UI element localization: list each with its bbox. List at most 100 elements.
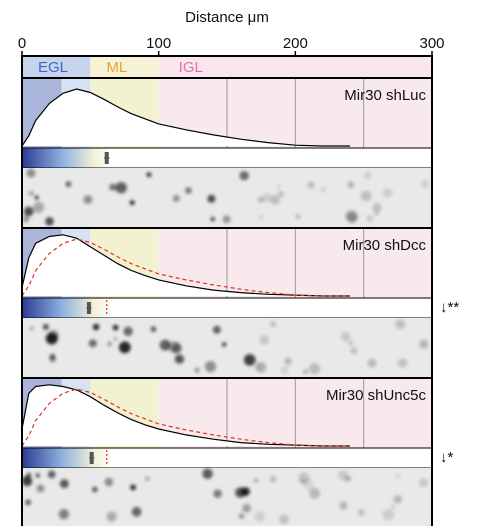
cell (202, 468, 213, 480)
cell (185, 187, 192, 194)
cell (243, 354, 256, 366)
cell (150, 326, 157, 332)
reference-curve (21, 388, 350, 447)
panel-label: Mir30 shUnc5c (326, 387, 427, 404)
cell (239, 170, 249, 181)
cell (145, 476, 150, 482)
cell (106, 511, 117, 522)
cell (258, 214, 264, 220)
cell (113, 336, 118, 341)
micrograph (22, 468, 432, 526)
layer-label: IGL (179, 59, 203, 76)
cell (373, 210, 379, 216)
micrograph (22, 318, 432, 378)
cell (48, 329, 59, 341)
cell (34, 195, 39, 200)
x-tick-label: 0 (18, 35, 26, 52)
layer-label: ML (106, 59, 127, 76)
cell (115, 181, 127, 194)
gradient-bar (22, 298, 112, 318)
layer-label: EGL (38, 59, 68, 76)
cell (168, 341, 181, 354)
cell (23, 206, 34, 217)
cell (418, 478, 429, 488)
cell (28, 190, 34, 196)
cell (26, 168, 36, 178)
cell (308, 363, 321, 375)
cell (357, 509, 365, 516)
cell (398, 358, 408, 368)
cell (159, 339, 171, 351)
cell (240, 487, 250, 497)
gradient-bar (22, 148, 112, 168)
cell (372, 202, 382, 213)
significance: ↓** (440, 299, 459, 316)
x-tick-label: 200 (283, 35, 308, 52)
cell (172, 194, 180, 203)
cell (112, 324, 119, 331)
layer-band (22, 56, 91, 78)
cell (364, 172, 372, 180)
cell (340, 331, 351, 342)
cell (253, 477, 259, 483)
density-area (22, 89, 350, 146)
micrograph-cells (22, 168, 430, 226)
cell (47, 470, 56, 479)
cell (83, 195, 93, 205)
mean-marker (104, 152, 109, 164)
x-tick-label: 100 (146, 35, 171, 52)
layer-band (90, 56, 159, 78)
cell (389, 503, 396, 510)
cell (420, 179, 430, 189)
layer-band (158, 56, 432, 78)
density-area (22, 384, 350, 446)
cell (107, 341, 112, 347)
cell (339, 501, 348, 510)
x-tick-label: 300 (419, 35, 444, 52)
cell (49, 353, 56, 360)
cell (207, 194, 216, 203)
cell (395, 473, 400, 479)
reference-curve (21, 238, 350, 297)
cell (36, 484, 45, 493)
cell (259, 334, 270, 345)
cell (221, 342, 227, 347)
cell (210, 217, 215, 222)
cell (129, 200, 135, 206)
cell (174, 354, 185, 364)
cell (242, 503, 251, 513)
cell (269, 475, 277, 483)
cell (146, 172, 152, 178)
cell (382, 508, 395, 521)
micrograph-cells (29, 319, 429, 375)
cell (104, 477, 114, 487)
density-area (22, 234, 350, 296)
micrograph-cells (22, 468, 429, 525)
x-axis-label: Distance μm (185, 9, 269, 26)
cell (194, 367, 200, 374)
cell (295, 214, 301, 220)
cell (58, 508, 70, 520)
cell (347, 339, 354, 346)
cell (395, 319, 406, 330)
cell (337, 470, 348, 481)
cell (65, 181, 72, 187)
cell (25, 499, 31, 506)
cell (238, 513, 245, 519)
cell (254, 511, 266, 523)
cell (118, 341, 131, 354)
cell (29, 326, 34, 331)
cell (109, 183, 117, 191)
cell (45, 217, 54, 226)
cell (92, 486, 98, 493)
cell (302, 369, 309, 375)
cell (360, 190, 372, 202)
cell (419, 339, 429, 349)
cell (345, 210, 358, 223)
panel-label: Mir30 shDcc (343, 237, 427, 254)
cell (257, 196, 265, 203)
cell (255, 361, 267, 373)
cell (309, 487, 321, 499)
cell (350, 347, 358, 355)
